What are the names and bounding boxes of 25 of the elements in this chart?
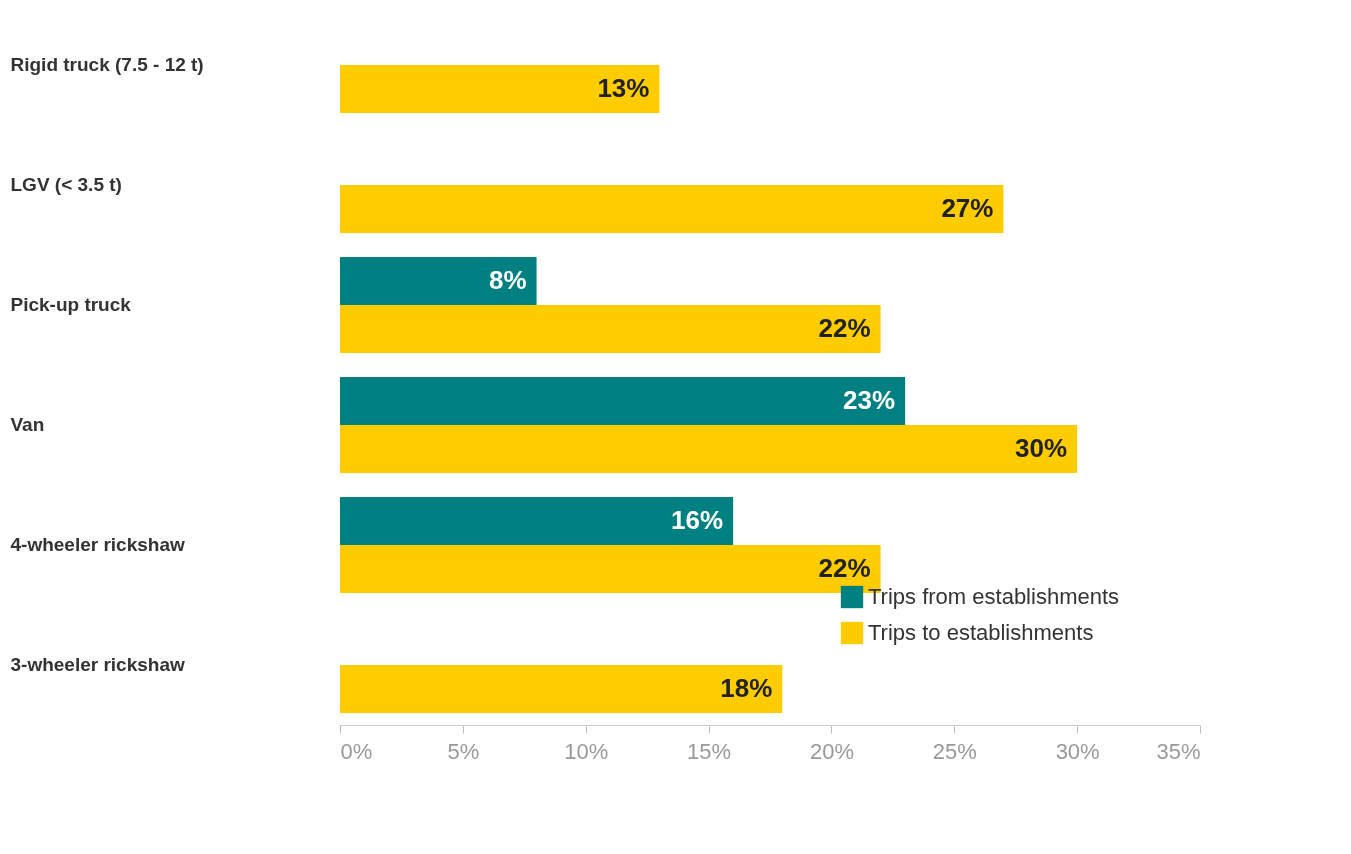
legend-label: Trips to establishments: [868, 620, 1094, 645]
x-tick-label: 5%: [447, 738, 480, 764]
y-tick-label: Van: [10, 414, 45, 435]
x-tick-label: 35%: [1156, 738, 1201, 764]
x-tick-label: 30%: [1055, 738, 1100, 764]
data-label: 18%: [720, 673, 773, 703]
y-tick-label: 3-wheeler rickshaw: [10, 654, 185, 675]
data-label: 23%: [843, 385, 896, 415]
y-tick-label: Rigid truck (7.5 - 12 t): [10, 54, 204, 75]
data-label: 16%: [671, 505, 724, 535]
y-tick-label: 4-wheeler rickshaw: [10, 534, 185, 555]
data-label: 22%: [818, 553, 871, 583]
data-label: 30%: [1015, 433, 1068, 463]
x-tick-label: 25%: [932, 738, 977, 764]
data-label: 13%: [597, 73, 650, 103]
x-tick-label: 20%: [809, 738, 854, 764]
x-tick-label: 0%: [340, 738, 373, 764]
legend-label: Trips from establishments: [868, 584, 1120, 609]
y-tick-label: Pick-up truck: [10, 294, 132, 315]
data-label: 27%: [941, 193, 994, 223]
data-label: 22%: [818, 313, 871, 343]
x-tick-label: 10%: [564, 738, 609, 764]
x-tick-label: 15%: [687, 738, 732, 764]
data-label: 8%: [488, 265, 527, 295]
y-tick-label: LGV (< 3.5 t): [10, 174, 122, 195]
